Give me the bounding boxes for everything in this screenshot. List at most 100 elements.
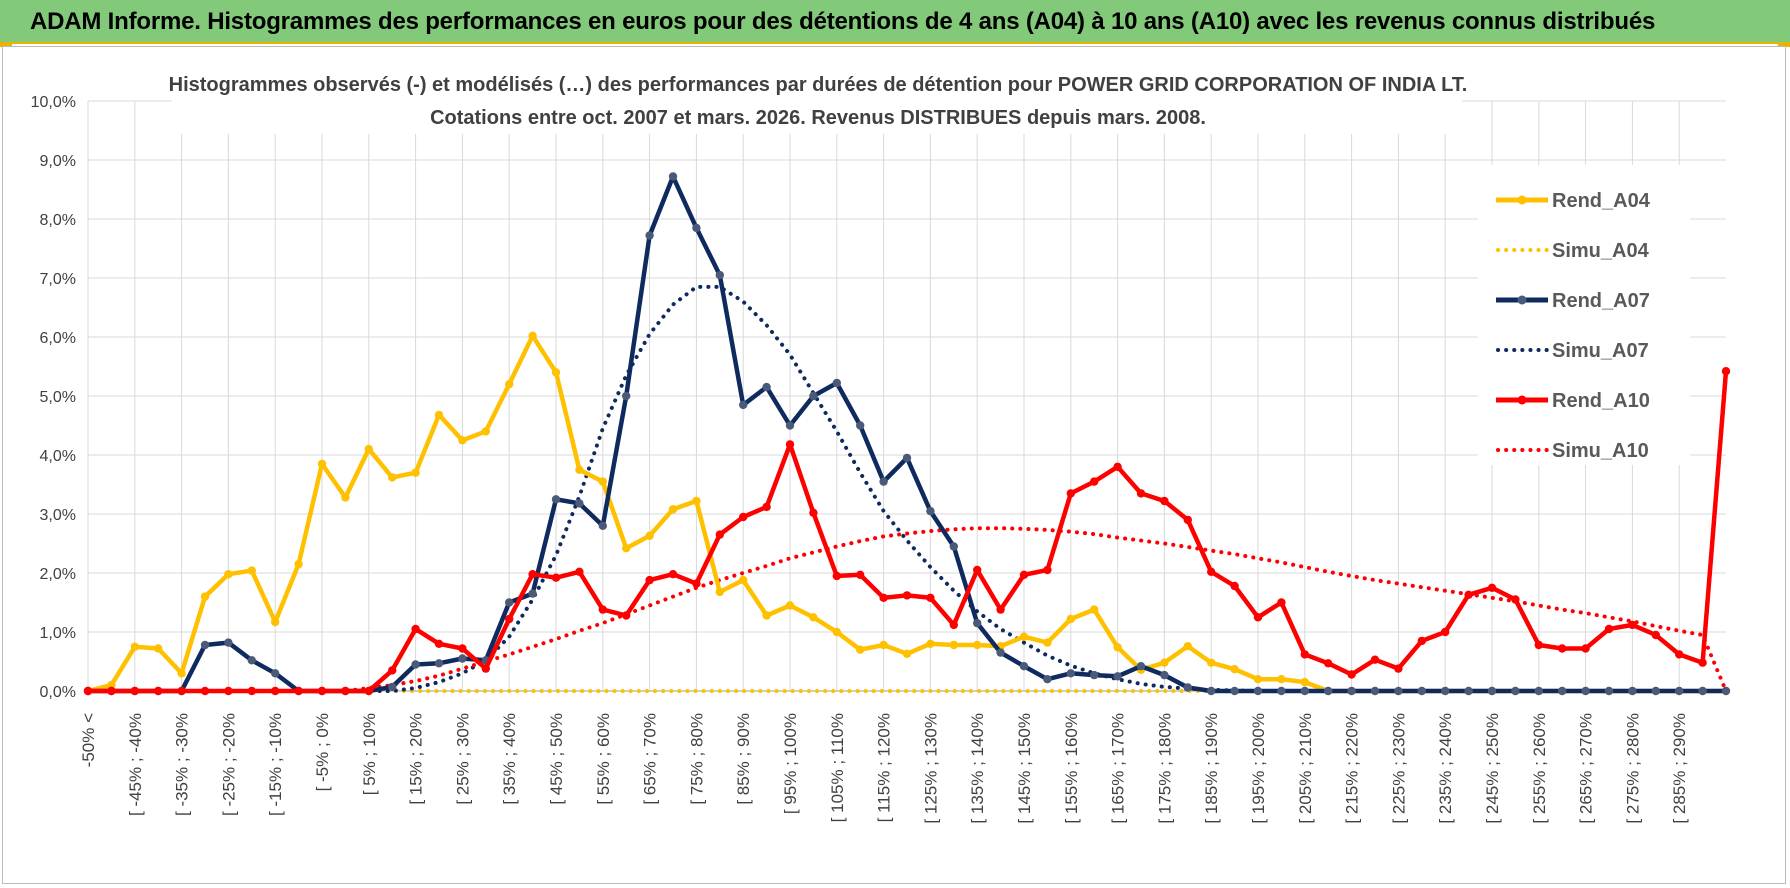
rend-a07-point: [622, 391, 631, 401]
rend-a10-point: [1441, 627, 1450, 637]
x-tick-label: [ 255% ; 260%: [1530, 713, 1549, 824]
rend-a10-point: [107, 686, 116, 696]
rend-a04-point: [926, 639, 935, 648]
x-tick-label: -50% <: [79, 713, 98, 767]
rend-a04-point: [715, 587, 724, 597]
report-banner: ADAM Informe. Histogrammes des performan…: [0, 0, 1790, 44]
rend-a04-point: [598, 477, 607, 486]
rend-a10-point: [832, 571, 841, 581]
rend-a10-point: [458, 644, 467, 653]
rend-a10-point: [341, 686, 350, 696]
rend-a07-point: [1721, 686, 1731, 696]
rend-a07-point: [809, 391, 818, 401]
legend-label-rend-a04: Rend_A04: [1552, 190, 1651, 212]
rend-a07-point: [832, 378, 841, 388]
rend-a04-point: [575, 465, 584, 474]
rend-a04-point: [762, 611, 771, 620]
rend-a07-point: [1183, 683, 1193, 692]
rend-a04-point: [622, 544, 631, 553]
rend-a10-point: [1698, 658, 1707, 667]
rend-a07-point: [411, 660, 420, 669]
rend-a07-point: [1300, 686, 1310, 696]
rend-a10-point: [692, 579, 701, 588]
rend-a07-point: [1675, 686, 1684, 696]
rend-a10-point: [739, 512, 748, 522]
rend-a07-point: [1698, 686, 1707, 696]
rend-a10-point: [1394, 664, 1403, 673]
legend-label-simu-a10: Simu_A10: [1552, 440, 1649, 462]
rend-a10-point: [1675, 650, 1684, 659]
rend-a04-point: [247, 566, 256, 575]
rend-a07-point: [1230, 686, 1239, 696]
x-tick-label: [ 195% ; 200%: [1249, 713, 1268, 824]
x-tick-label: [ -45% ; -40%: [126, 713, 145, 816]
rend-a10-point: [1300, 650, 1310, 659]
rend-a07-point: [692, 223, 701, 233]
rend-a10-point: [668, 570, 678, 579]
chart-subtitle: Cotations entre oct. 2007 et mars. 2026.…: [430, 107, 1206, 129]
chart-frame: [2, 46, 1786, 884]
rend-a07-point: [645, 231, 654, 240]
rend-a10-point: [1207, 567, 1216, 576]
rend-a10-point: [1160, 496, 1169, 506]
rend-a07-point: [1277, 686, 1286, 696]
rend-a10-point: [715, 530, 724, 539]
chart-title: Histogrammes observés (-) et modélisés (…: [169, 74, 1468, 96]
rend-a10-point: [1417, 636, 1427, 646]
rend-a10-point: [200, 686, 210, 696]
rend-a07-point: [528, 589, 537, 598]
rend-a10-point: [809, 508, 818, 517]
rend-a10-point: [294, 686, 303, 696]
rend-a10-point: [902, 591, 912, 600]
rend-a04-point: [856, 645, 865, 654]
rend-a10-point: [1183, 515, 1193, 525]
x-tick-label: [ 185% ; 190%: [1202, 713, 1221, 824]
rend-a04-point: [434, 410, 444, 420]
y-tick-label: 6,0%: [40, 330, 76, 347]
rend-a10-point: [1651, 630, 1661, 640]
rend-a07-point: [1558, 686, 1567, 696]
rend-a04-point: [692, 496, 701, 506]
rend-a04-point: [1300, 677, 1310, 687]
rend-a10-point: [388, 666, 397, 675]
rend-a04-point: [107, 680, 116, 690]
rend-a10-point: [1019, 570, 1029, 579]
rend-a10-point: [1324, 659, 1333, 668]
x-tick-label: [ 125% ; 130%: [921, 713, 940, 824]
rend-a04-point: [411, 468, 420, 477]
rend-a10-point: [949, 620, 958, 630]
x-tick-label: [ 225% ; 230%: [1389, 713, 1408, 824]
chart-title-block: Histogrammes observés (-) et modélisés (…: [169, 66, 1468, 134]
rend-a07-point: [902, 453, 912, 463]
rend-a04-point: [739, 575, 748, 585]
legend-marker-rend-a04: [1517, 195, 1527, 205]
rend-a10-point: [1558, 644, 1567, 653]
rend-a07-point: [1113, 672, 1122, 681]
x-tick-label: [ 35% ; 40%: [500, 713, 519, 805]
x-tick-label: [ 205% ; 210%: [1296, 713, 1315, 824]
rend-a04-point: [902, 649, 912, 658]
rend-a04-point: [154, 644, 163, 653]
rend-a04-point: [1019, 632, 1029, 641]
rend-a10-point: [177, 686, 186, 696]
y-tick-label: 4,0%: [40, 448, 76, 465]
x-tick-label: [ 265% ; 270%: [1577, 713, 1596, 824]
rend-a10-point: [551, 573, 561, 582]
rend-a04-point: [973, 640, 982, 650]
rend-a10-point: [505, 614, 514, 624]
rend-a07-point: [1066, 669, 1076, 678]
x-tick-label: [ 135% ; 140%: [968, 713, 987, 824]
rend-a10-point: [575, 567, 584, 576]
x-tick-label: [ 15% ; 20%: [407, 713, 426, 805]
x-tick-label: [ 25% ; 30%: [453, 713, 472, 805]
rend-a04-point: [1066, 614, 1076, 624]
rend-a07-point: [434, 659, 444, 668]
rend-a10-point: [1277, 598, 1286, 607]
rend-a10-point: [130, 686, 139, 696]
rend-a10-point: [364, 686, 373, 696]
rend-a04-point: [388, 473, 397, 482]
rend-a10-point: [1534, 640, 1544, 650]
chart-series: [83, 172, 1731, 696]
rend-a07-point: [1370, 686, 1380, 696]
